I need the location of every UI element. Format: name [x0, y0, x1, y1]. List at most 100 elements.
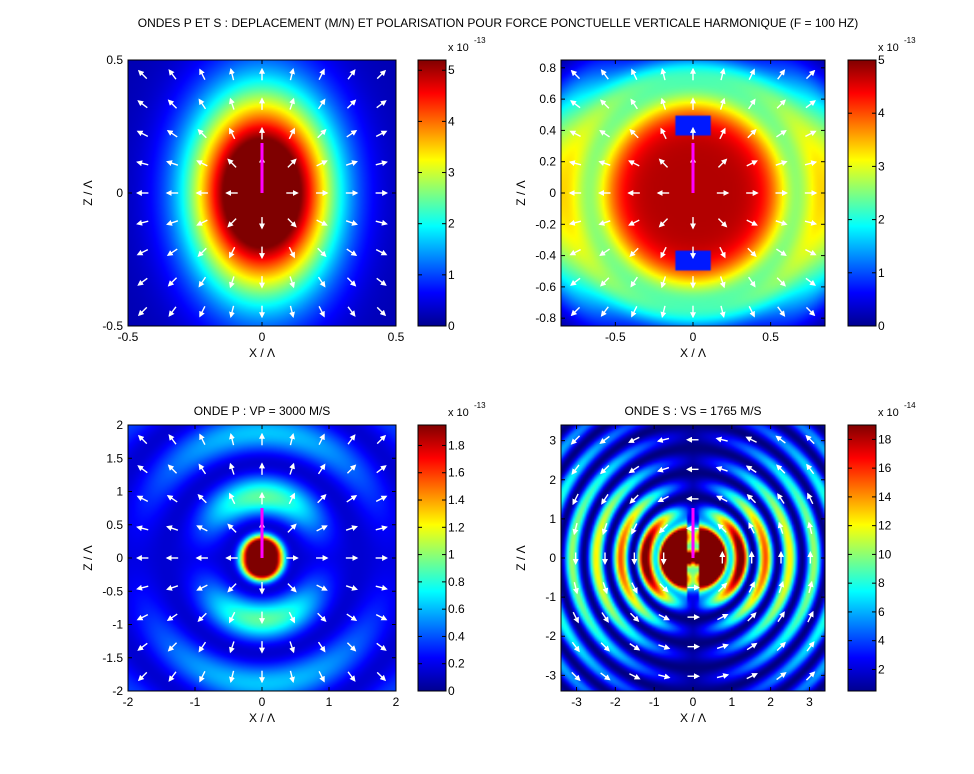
polarization-arrow — [317, 276, 326, 288]
polarization-arrow — [375, 130, 388, 137]
polarization-arrow — [629, 643, 641, 651]
polarization-arrow — [601, 612, 609, 623]
polarization-arrow — [747, 128, 757, 139]
polarization-arrow — [807, 580, 814, 594]
y-tick-label: 0.4 — [539, 123, 556, 137]
polarization-arrow — [777, 493, 785, 504]
polarization-arrow — [137, 306, 148, 317]
polarization-arrow — [777, 521, 784, 534]
polarization-arrow — [198, 641, 207, 653]
polarization-arrow — [716, 643, 729, 650]
polarization-arrow — [229, 432, 235, 446]
x-tick-label: -2 — [123, 695, 134, 709]
polarization-arrow — [346, 495, 358, 503]
polarization-arrow — [717, 218, 728, 228]
polarization-arrow — [346, 464, 357, 474]
polarization-arrow — [717, 613, 729, 621]
polarization-arrow — [776, 672, 787, 681]
polarization-arrow — [571, 641, 580, 653]
polarization-arrow — [600, 464, 610, 475]
polarization-arrow — [631, 523, 638, 535]
polarization-arrow — [376, 277, 387, 286]
y-axis-label: Z / Λ — [514, 545, 528, 570]
polarization-arrow — [719, 246, 726, 259]
polarization-arrow — [719, 305, 726, 319]
polarization-arrow — [776, 277, 786, 287]
colorbar-tick-label: 2 — [448, 217, 455, 231]
polarization-arrow — [229, 276, 235, 289]
polarization-arrow — [748, 276, 756, 288]
y-tick-label: -1.5 — [102, 651, 123, 665]
polarization-arrow — [136, 249, 149, 256]
polarization-arrow — [719, 276, 726, 289]
polarization-arrow — [346, 99, 357, 109]
polarization-arrow — [777, 306, 786, 317]
polarization-arrow — [196, 219, 208, 226]
colorbar-tick-label: 3 — [448, 166, 455, 180]
polarization-arrow — [317, 641, 326, 653]
colorbar-tick-label: 8 — [878, 576, 885, 590]
colorbar-tick-label: 4 — [448, 114, 455, 128]
polarization-arrow — [570, 100, 581, 109]
y-tick-label: -3 — [545, 668, 556, 682]
colorbar-gradient — [847, 424, 877, 692]
polarization-arrow — [229, 67, 235, 81]
polarization-arrow — [197, 247, 207, 258]
polarization-arrow — [168, 671, 177, 682]
polarization-arrow — [345, 585, 358, 591]
polarization-arrow — [288, 127, 295, 140]
polarization-arrow — [572, 493, 579, 506]
polarization-arrow — [197, 612, 207, 623]
polarization-arrow — [316, 525, 328, 532]
polarization-arrow — [601, 523, 608, 536]
colorbar-tick-label: 5 — [448, 63, 455, 77]
x-tick-label: -2 — [610, 695, 621, 709]
polarization-arrow — [658, 644, 671, 650]
polarization-arrow — [137, 434, 148, 445]
colorbar-exponent-power: -13 — [474, 36, 486, 45]
polarization-arrow — [629, 494, 639, 504]
polarization-arrow — [807, 610, 814, 623]
polarization-arrow — [196, 525, 208, 532]
polarization-arrow — [168, 306, 177, 317]
x-tick-label: -1 — [649, 695, 660, 709]
polarization-arrow — [199, 68, 206, 81]
polarization-arrow — [167, 99, 178, 109]
polarization-arrow — [317, 612, 327, 623]
subplot-2: -0.5 0 0.5 -0.8 -0.6 -0.4 -0.2 0 0.2 0.4 0.6 0.8 X /… — [514, 36, 916, 360]
x-tick-label: 0.5 — [388, 330, 405, 344]
polarization-arrow — [347, 69, 356, 80]
polarization-arrow — [376, 69, 387, 80]
subplot-title: ONDE S : VS = 1765 M/S — [624, 404, 761, 418]
polarization-arrow — [137, 671, 148, 682]
polarization-arrow — [656, 437, 670, 443]
colorbar-tick-label: 12 — [878, 519, 892, 533]
x-tick-label: 1 — [728, 695, 735, 709]
colorbar-tick-label: 0.6 — [448, 602, 465, 616]
polarization-arrow — [166, 220, 179, 226]
y-tick-label: 1.5 — [106, 451, 123, 465]
polarization-arrow — [572, 611, 579, 624]
polarization-arrow — [629, 612, 640, 623]
x-tick-label: -0.5 — [605, 330, 626, 344]
polarization-arrow — [166, 130, 178, 138]
polarization-arrow — [168, 69, 177, 80]
polarization-arrow — [347, 671, 356, 682]
polarization-arrow — [660, 246, 667, 259]
polarization-arrow — [778, 580, 785, 593]
y-tick-label: -1 — [112, 618, 123, 632]
y-tick-label: 1 — [549, 512, 556, 526]
y-tick-label: 2 — [116, 418, 123, 432]
polarization-arrow — [136, 160, 149, 167]
polarization-arrow — [289, 67, 295, 81]
polarization-arrow — [227, 158, 237, 168]
polarization-arrow — [346, 248, 358, 256]
polarization-arrow — [166, 495, 178, 503]
polarization-arrow — [660, 67, 667, 81]
x-axis-label: X / Λ — [249, 346, 275, 360]
polarization-arrows — [135, 67, 389, 319]
polarization-arrow — [777, 69, 786, 80]
polarization-arrow — [746, 160, 758, 167]
polarization-arrow — [376, 465, 387, 474]
polarization-arrow — [199, 433, 206, 446]
